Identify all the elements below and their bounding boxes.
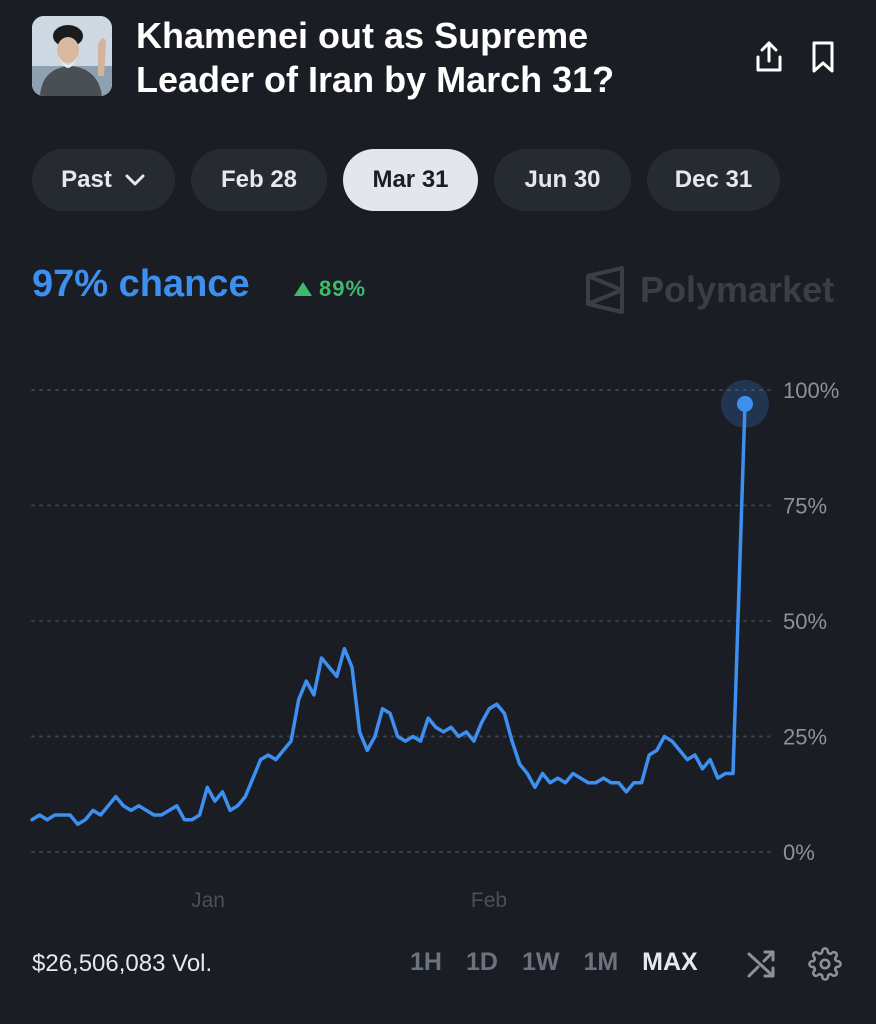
triangle-up-icon <box>293 281 313 297</box>
volume-text: $26,506,083 Vol. <box>32 950 213 977</box>
chance-value: 97% chance <box>32 263 250 305</box>
market-title: Khamenei out as Supreme Leader of Iran b… <box>136 15 615 100</box>
polymarket-logo-icon <box>586 266 624 314</box>
series-line <box>30 402 747 827</box>
tab-mar-31[interactable]: Mar 31 <box>343 149 478 211</box>
brand-name: Polymarket <box>640 269 835 310</box>
range-1d[interactable]: 1D <box>465 948 498 976</box>
tab-jun-30-label: Jun 30 <box>524 166 601 193</box>
x-tick-label: Feb <box>471 889 507 912</box>
y-tick-label: 25% <box>783 725 827 750</box>
share-icon[interactable] <box>752 38 786 76</box>
change-badge: 89% <box>293 276 366 302</box>
bookmark-icon[interactable] <box>806 38 840 76</box>
chevron-down-icon <box>124 173 146 187</box>
range-1m[interactable]: 1M <box>583 948 619 976</box>
y-tick-label: 0% <box>783 840 815 865</box>
tab-jun-30[interactable]: Jun 30 <box>494 149 631 211</box>
tab-mar-31-label: Mar 31 <box>372 166 449 193</box>
date-tabs: Past Feb 28 Mar 31 Jun 30 Dec 31 <box>32 149 780 211</box>
y-tick-label: 50% <box>783 609 827 634</box>
tab-past[interactable]: Past <box>32 149 175 211</box>
brand-watermark: Polymarket <box>584 266 834 314</box>
tab-dec-31-label: Dec 31 <box>674 166 753 193</box>
price-chart[interactable]: 100% 75% 50% 25% 0% Jan Feb <box>0 360 876 920</box>
tab-feb-28-label: Feb 28 <box>220 166 298 193</box>
y-tick-label: 100% <box>783 378 839 403</box>
range-1w[interactable]: 1W <box>521 948 560 976</box>
tab-past-label: Past <box>61 166 112 193</box>
current-point <box>737 395 753 412</box>
range-1h[interactable]: 1H <box>410 948 442 976</box>
range-max[interactable]: MAX <box>642 948 698 976</box>
market-avatar <box>32 16 112 96</box>
time-range-selector: 1H 1D 1W 1M MAX <box>410 948 722 977</box>
tab-dec-31[interactable]: Dec 31 <box>647 149 780 211</box>
tab-feb-28[interactable]: Feb 28 <box>191 149 327 211</box>
change-value: 89% <box>319 276 367 301</box>
shuffle-icon[interactable] <box>744 947 778 981</box>
x-tick-label: Jan <box>191 889 225 912</box>
portrait-photo <box>32 16 112 96</box>
gear-icon[interactable] <box>808 947 842 981</box>
y-tick-label: 75% <box>783 494 827 519</box>
